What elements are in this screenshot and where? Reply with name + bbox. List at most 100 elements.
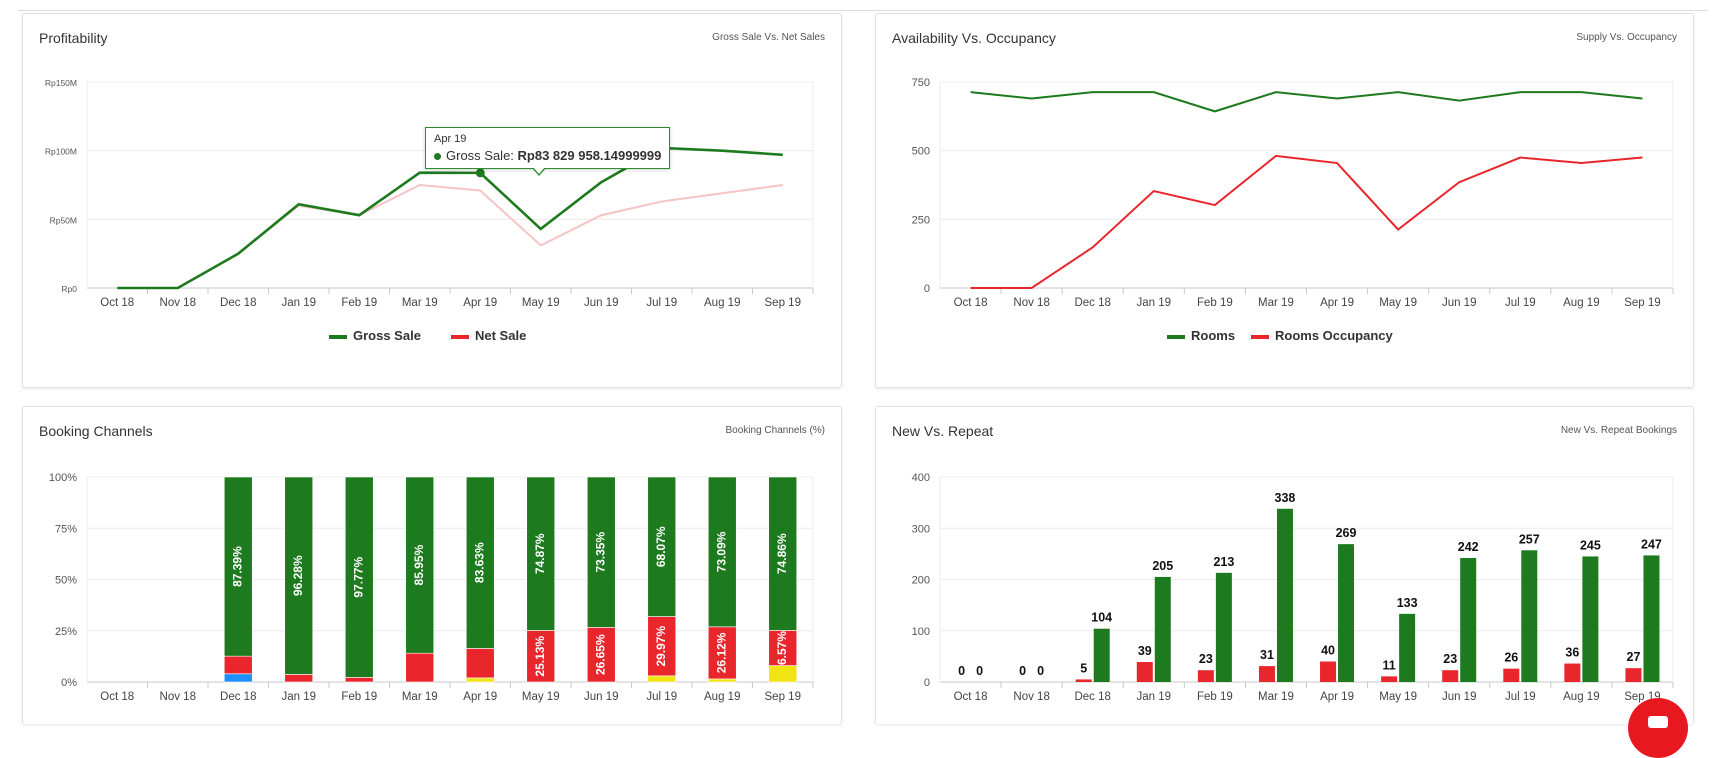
data-label: 23 (1199, 652, 1213, 666)
x-tick-label: Feb 19 (1197, 297, 1233, 309)
chat-button[interactable] (1628, 698, 1688, 758)
legend-swatch (329, 335, 347, 339)
bar (1564, 663, 1581, 682)
data-label: 338 (1275, 491, 1296, 505)
x-tick-label: Jan 19 (281, 297, 316, 309)
data-label: 0 (1019, 664, 1026, 678)
legend-label: Rooms Occupancy (1275, 328, 1394, 343)
y-tick-label: 0 (924, 283, 930, 295)
data-label: 245 (1580, 538, 1601, 552)
x-tick-label: Dec 18 (220, 691, 256, 703)
bar-segment (526, 476, 556, 631)
data-label: 0 (958, 664, 965, 678)
bar-segment (465, 648, 495, 679)
profitability-card: Profitability Gross Sale Vs. Net Sales R… (22, 13, 842, 388)
legend-swatch (1167, 335, 1185, 339)
bar (1215, 572, 1232, 682)
data-label: 6.57% (775, 631, 789, 665)
x-tick-label: Nov 18 (160, 297, 196, 309)
top-divider (18, 10, 1708, 11)
bar-segment (223, 673, 253, 683)
bar-segment (344, 677, 374, 683)
card-subtitle: Booking Channels (%) (725, 425, 826, 436)
legend-swatch (1251, 335, 1269, 339)
chat-icon (1648, 716, 1668, 728)
y-tick-label: 750 (912, 77, 930, 89)
x-tick-label: Apr 19 (463, 691, 497, 703)
x-tick-label: Jul 19 (1505, 297, 1536, 309)
y-tick-label: 300 (912, 523, 930, 535)
legend-label: Gross Sale (353, 328, 421, 343)
x-tick-label: Aug 19 (704, 297, 740, 309)
bar-segment (586, 627, 616, 683)
bar-segment (405, 652, 435, 683)
series-line (970, 154, 1643, 289)
booking-channels-chart: 0% 25% 50% 75% 100% Oct 18 Nov 18 Dec 18 Jan 19 F… (49, 472, 814, 703)
x-tick-label: May 19 (522, 297, 560, 309)
data-label: 87.39% (230, 546, 244, 587)
x-tick-label: May 19 (1379, 297, 1417, 309)
y-tick-label: 100 (912, 626, 930, 638)
x-tick-label: Jan 19 (1137, 691, 1172, 703)
data-label: 39 (1138, 644, 1152, 658)
bar-segment (284, 476, 314, 675)
data-label: 133 (1397, 596, 1418, 610)
y-tick-label: 50% (55, 575, 77, 587)
bar-segment (465, 476, 495, 649)
bar-segment (223, 476, 253, 657)
x-tick-label: May 19 (1379, 691, 1417, 703)
availability-card: Availability Vs. Occupancy Supply Vs. Oc… (875, 13, 1694, 388)
bar-segment (405, 476, 435, 654)
bar (1399, 613, 1416, 682)
data-label: 31 (1260, 648, 1274, 662)
x-tick-label: Jul 19 (1505, 691, 1536, 703)
y-tick-label: 25% (55, 626, 77, 638)
x-tick-label: Apr 19 (463, 297, 497, 309)
x-tick-label: Jun 19 (584, 297, 619, 309)
profitability-chart: Rp0 Rp50M Rp100M Rp150M Oct 18 Nov 18 Dec 18 Ja… (45, 78, 814, 343)
tooltip-category: Apr 19 (434, 133, 467, 145)
x-tick-label: Mar 19 (402, 691, 438, 703)
data-label: 29.97% (654, 626, 668, 667)
x-tick-label: Sep 19 (1624, 297, 1660, 309)
x-tick-label: Mar 19 (1258, 691, 1294, 703)
tooltip-value: Rp83 829 958.14999999 (517, 148, 662, 163)
x-tick-label: Sep 19 (765, 691, 801, 703)
y-tick-label: Rp150M (45, 78, 77, 88)
data-label: 26.12% (714, 632, 728, 673)
card-subtitle: Supply Vs. Occupancy (1576, 32, 1677, 43)
data-label: 85.95% (412, 544, 426, 585)
x-tick-label: Aug 19 (704, 691, 740, 703)
card-subtitle: New Vs. Repeat Bookings (1560, 425, 1677, 436)
bar-segment (647, 675, 677, 683)
data-label: 73.35% (593, 532, 607, 573)
data-label: 242 (1458, 540, 1479, 554)
x-tick-label: Oct 18 (954, 691, 988, 703)
data-label: 257 (1519, 532, 1540, 546)
bar-segment (465, 677, 495, 683)
hover-point (475, 168, 485, 178)
card-title: Availability Vs. Occupancy (892, 30, 1056, 46)
y-tick-label: 500 (912, 146, 930, 158)
x-tick-label: Apr 19 (1320, 691, 1354, 703)
legend-swatch (451, 335, 469, 339)
data-label: 68.07% (654, 526, 668, 567)
bar (1582, 556, 1599, 682)
series-line (970, 91, 1643, 113)
y-tick-label: 250 (912, 214, 930, 226)
data-label: 205 (1152, 559, 1173, 573)
y-tick-label: Rp100M (45, 147, 77, 157)
data-label: 104 (1091, 611, 1112, 625)
bar-segment (707, 476, 737, 628)
bar (1625, 668, 1642, 682)
data-label: 0 (976, 664, 983, 678)
x-tick-label: Jan 19 (281, 691, 316, 703)
x-tick-label: Apr 19 (1320, 297, 1354, 309)
data-label: 73.09% (714, 531, 728, 572)
bar (1460, 557, 1477, 682)
data-label: 40 (1321, 644, 1335, 658)
bar-segment (647, 476, 677, 617)
data-label: 269 (1336, 526, 1357, 540)
bar (1442, 670, 1459, 682)
bar-segment (586, 476, 616, 628)
